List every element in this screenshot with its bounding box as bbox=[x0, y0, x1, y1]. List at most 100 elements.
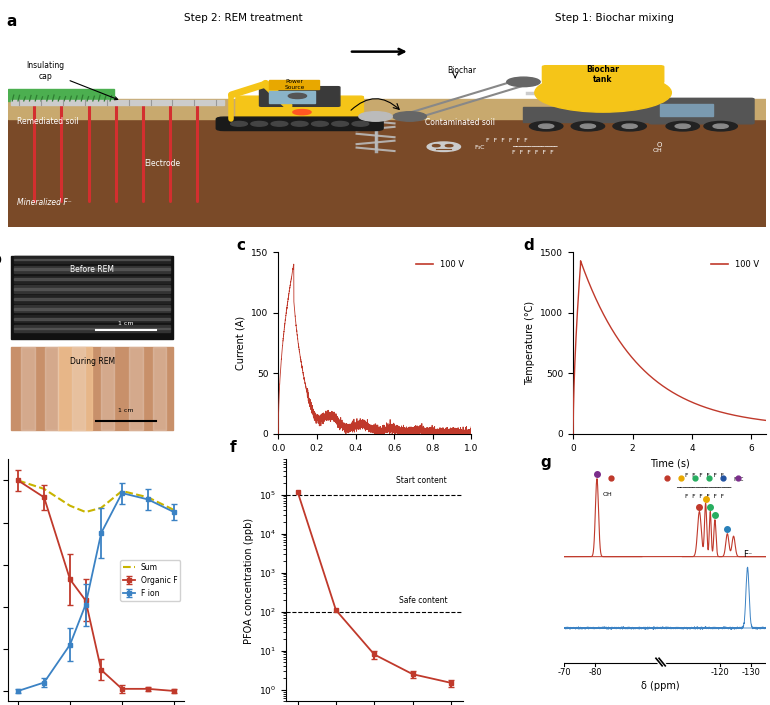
Bar bbox=[8, 99, 766, 118]
Bar bbox=[129, 347, 142, 430]
Text: Before REM: Before REM bbox=[70, 265, 114, 274]
Circle shape bbox=[271, 121, 288, 126]
Text: F  F  F  F  F  F: F F F F F F bbox=[512, 150, 554, 155]
Bar bbox=[15, 288, 170, 290]
FancyBboxPatch shape bbox=[649, 98, 754, 124]
Text: 1 cm: 1 cm bbox=[118, 408, 134, 413]
Text: Electrode: Electrode bbox=[144, 159, 180, 168]
Text: During REM: During REM bbox=[69, 357, 115, 366]
Bar bbox=[12, 100, 224, 104]
Text: g: g bbox=[540, 455, 551, 470]
Circle shape bbox=[713, 124, 728, 128]
Text: Step 1: Biochar mixing: Step 1: Biochar mixing bbox=[555, 13, 674, 23]
Circle shape bbox=[507, 77, 540, 87]
Bar bbox=[15, 256, 170, 263]
Sum bbox=[13, 477, 22, 485]
Text: ─────────────────: ───────────────── bbox=[676, 486, 731, 491]
Circle shape bbox=[288, 93, 306, 99]
Bar bbox=[15, 295, 170, 302]
Circle shape bbox=[433, 145, 440, 147]
FancyBboxPatch shape bbox=[542, 66, 664, 83]
Bar bbox=[15, 328, 170, 329]
FancyBboxPatch shape bbox=[259, 87, 340, 106]
Bar bbox=[8, 102, 766, 227]
Text: f: f bbox=[229, 440, 236, 455]
Bar bbox=[59, 347, 92, 430]
Text: F  F  F  F  F  F: F F F F F F bbox=[685, 473, 724, 478]
Circle shape bbox=[359, 111, 392, 121]
Bar bbox=[15, 325, 170, 332]
Text: ──────────────: ────────────── bbox=[512, 145, 557, 150]
Bar bbox=[15, 305, 170, 312]
Bar bbox=[15, 315, 170, 322]
Text: -120: -120 bbox=[710, 668, 729, 677]
Text: Start content: Start content bbox=[397, 476, 447, 485]
Sum bbox=[39, 484, 49, 493]
Line: Sum: Sum bbox=[18, 481, 174, 512]
Circle shape bbox=[675, 124, 691, 128]
Y-axis label: Temperature (°C): Temperature (°C) bbox=[525, 301, 535, 385]
Text: Biochar
tank: Biochar tank bbox=[587, 65, 620, 84]
Sum bbox=[117, 486, 126, 495]
Sum bbox=[65, 501, 75, 510]
Text: F  F  F  F  F  F: F F F F F F bbox=[486, 138, 527, 143]
Bar bbox=[45, 347, 59, 430]
Legend: 100 V: 100 V bbox=[708, 257, 762, 272]
Circle shape bbox=[231, 121, 247, 126]
Bar bbox=[15, 286, 170, 293]
Text: O: O bbox=[608, 476, 614, 482]
Circle shape bbox=[393, 111, 427, 121]
FancyBboxPatch shape bbox=[216, 117, 383, 130]
Text: OH: OH bbox=[603, 492, 613, 497]
Text: Biochar: Biochar bbox=[447, 66, 477, 75]
Circle shape bbox=[704, 121, 738, 131]
Text: c: c bbox=[236, 238, 245, 253]
Bar bbox=[8, 89, 114, 101]
Text: Contaminated soil: Contaminated soil bbox=[425, 118, 495, 127]
Sum bbox=[96, 503, 105, 512]
Text: -130: -130 bbox=[742, 668, 760, 677]
Text: F⁻: F⁻ bbox=[743, 550, 752, 559]
Text: O: O bbox=[656, 142, 661, 148]
Circle shape bbox=[535, 73, 671, 112]
Bar bbox=[15, 308, 170, 309]
Text: F₃C: F₃C bbox=[474, 145, 484, 150]
Bar bbox=[270, 80, 319, 90]
Text: Power
Source: Power Source bbox=[284, 79, 305, 90]
Legend: 100 V: 100 V bbox=[413, 257, 467, 272]
Text: Mineralized F⁻: Mineralized F⁻ bbox=[17, 198, 72, 207]
FancyBboxPatch shape bbox=[236, 96, 363, 122]
Text: d: d bbox=[523, 238, 534, 253]
Y-axis label: Current (A): Current (A) bbox=[236, 316, 246, 370]
Bar bbox=[270, 91, 315, 103]
Circle shape bbox=[539, 124, 554, 128]
Text: -80: -80 bbox=[588, 668, 602, 677]
X-axis label: Time (s): Time (s) bbox=[355, 458, 395, 468]
Circle shape bbox=[291, 121, 308, 126]
Text: 1 cm: 1 cm bbox=[118, 321, 134, 326]
Bar bbox=[11, 347, 173, 430]
Circle shape bbox=[312, 121, 328, 126]
Bar bbox=[660, 104, 713, 116]
Circle shape bbox=[666, 121, 699, 131]
Bar bbox=[15, 278, 170, 280]
Bar bbox=[153, 347, 166, 430]
Bar bbox=[11, 256, 173, 339]
Bar bbox=[101, 347, 114, 430]
Circle shape bbox=[293, 109, 311, 115]
Circle shape bbox=[251, 121, 268, 126]
Bar bbox=[15, 318, 170, 319]
Bar bbox=[22, 347, 35, 430]
Text: F₃C: F₃C bbox=[733, 477, 744, 482]
Circle shape bbox=[352, 121, 369, 126]
Circle shape bbox=[530, 121, 563, 131]
Bar bbox=[15, 266, 170, 273]
Circle shape bbox=[613, 121, 646, 131]
Bar bbox=[524, 106, 656, 122]
Sum bbox=[143, 493, 152, 501]
Bar bbox=[15, 269, 170, 270]
Bar bbox=[72, 347, 85, 430]
Circle shape bbox=[332, 121, 349, 126]
Text: -70: -70 bbox=[557, 668, 571, 677]
Circle shape bbox=[571, 121, 604, 131]
